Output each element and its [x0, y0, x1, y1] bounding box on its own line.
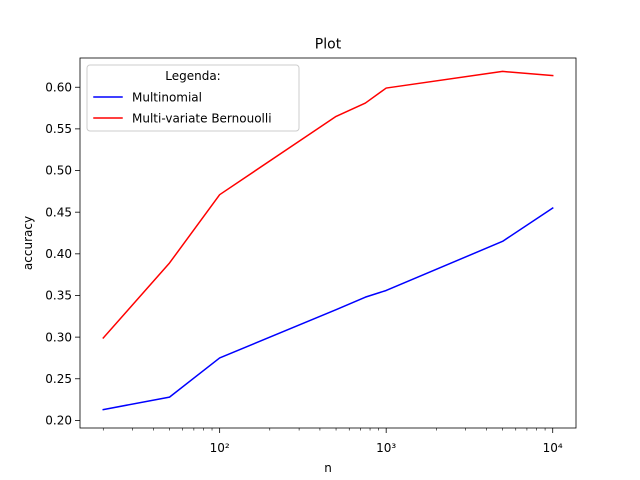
y-tick-label-6: 0.45 — [45, 205, 72, 219]
legend-box — [86, 64, 300, 132]
x-axis-label: n — [324, 461, 332, 475]
legend-items: Multinomial Multi-variate Bernouolli — [93, 90, 272, 125]
series-line-1 — [102, 206, 554, 411]
legend-label-2: Multi-variate Bernouolli — [132, 111, 272, 125]
y-axis-label: accuracy — [21, 216, 35, 270]
plot-frame — [79, 57, 577, 429]
x-tick-label-3: 10⁴ — [543, 441, 563, 455]
y-tick-label-5: 0.40 — [45, 247, 72, 261]
legend-title: Legenda: — [165, 69, 220, 83]
series-line-2 — [102, 70, 554, 340]
chart-title: Plot — [315, 37, 342, 53]
series-layer — [102, 70, 554, 411]
y-tick-label-8: 0.55 — [45, 122, 72, 136]
y-axis-ticks: 0.20 0.25 0.30 0.35 0.40 0.45 0.50 0.55 0.60 — [45, 80, 80, 428]
y-tick-label-2: 0.25 — [45, 372, 72, 386]
y-tick-label-7: 0.50 — [45, 164, 72, 178]
x-tick-label-2: 10³ — [376, 441, 396, 455]
legend: Legenda: Multinomial Multi-variate Bernou… — [86, 64, 300, 132]
y-tick-label-3: 0.30 — [45, 330, 72, 344]
legend-label-1: Multinomial — [132, 90, 202, 104]
y-tick-label-1: 0.20 — [45, 414, 72, 428]
y-tick-label-9: 0.60 — [45, 80, 72, 94]
y-tick-label-4: 0.35 — [45, 289, 72, 303]
x-tick-label-1: 10² — [210, 441, 230, 455]
x-axis-ticks: 10² 10³ 10⁴ — [102, 428, 563, 455]
